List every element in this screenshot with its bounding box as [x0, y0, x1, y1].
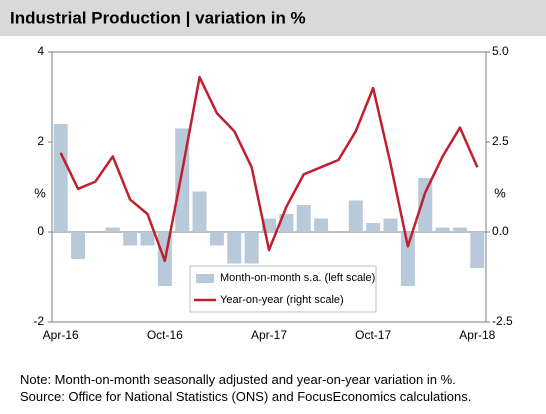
bar — [400, 232, 415, 286]
title-bar — [0, 0, 546, 36]
bar — [192, 191, 207, 232]
x-tick-label: Apr-16 — [43, 328, 79, 342]
bar — [123, 232, 138, 246]
plot-frame — [51, 51, 487, 323]
bar — [227, 232, 242, 264]
source: Source: Office for National Statistics (… — [20, 389, 472, 404]
bar — [470, 232, 485, 268]
bar — [366, 223, 381, 232]
bar — [348, 200, 363, 232]
bar — [53, 124, 68, 232]
bar — [383, 218, 398, 232]
y2-tick-label: -2.5 — [492, 314, 513, 328]
bar — [209, 232, 224, 246]
y-tick-label: -2 — [33, 314, 44, 328]
y-tick-label: 4 — [37, 44, 44, 58]
bar — [314, 218, 329, 232]
bar — [105, 227, 120, 232]
y2-axis-label: % — [494, 185, 506, 200]
legend-swatch — [196, 274, 214, 283]
bar — [71, 232, 86, 259]
legend-label: Month-on-month s.a. (left scale) — [220, 272, 375, 284]
bar — [418, 178, 433, 232]
x-tick-label: Apr-18 — [459, 328, 495, 342]
y2-tick-label: 2.5 — [492, 134, 509, 148]
bar — [435, 227, 450, 232]
chart-title: Industrial Production | variation in % — [10, 8, 306, 27]
bar — [140, 232, 155, 246]
y2-tick-label: 5.0 — [492, 44, 509, 58]
y-tick-label: 2 — [37, 134, 44, 148]
x-tick-label: Apr-17 — [251, 328, 287, 342]
bar — [244, 232, 259, 264]
y-axis-label: % — [34, 185, 46, 200]
x-tick-label: Oct-16 — [147, 328, 183, 342]
legend-label: Year-on-year (right scale) — [220, 294, 344, 306]
y-tick-label: 0 — [37, 224, 44, 238]
line — [59, 75, 479, 263]
bar — [296, 205, 311, 232]
legend-box — [189, 265, 377, 313]
y2-tick-label: 0.0 — [492, 224, 509, 238]
x-tick-label: Oct-17 — [355, 328, 391, 342]
bar — [452, 227, 467, 232]
note: Note: Month-on-month seasonally adjusted… — [20, 372, 456, 387]
